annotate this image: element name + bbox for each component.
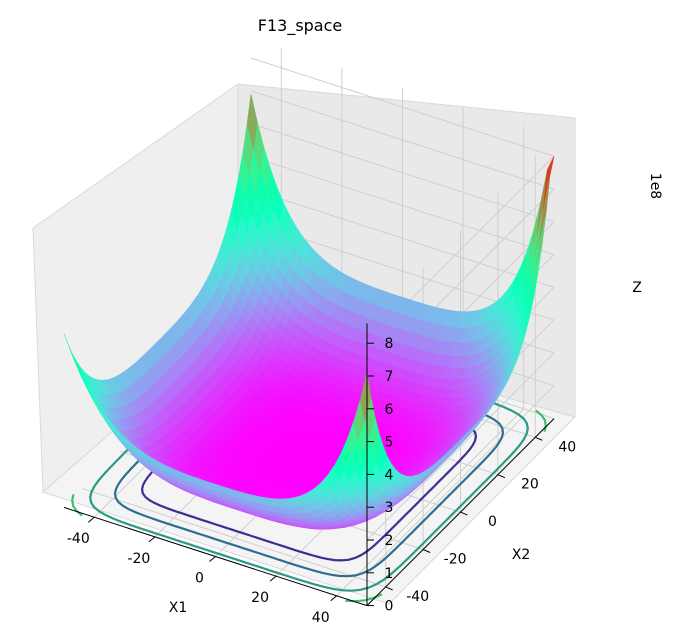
x2-tick [535, 436, 543, 441]
grid-line-floor [82, 488, 386, 588]
z-axis-label: Z [632, 280, 642, 296]
x-tick [87, 516, 95, 523]
x2-tick-label: 20 [521, 477, 539, 493]
z-tick-label: 0 [385, 599, 394, 615]
grid-line-z [250, 57, 555, 157]
grid-line-z [250, 155, 555, 256]
x2-tick [497, 474, 506, 479]
x2-tick [422, 549, 431, 553]
surface-patch [360, 372, 372, 421]
z-tick-label: 6 [385, 402, 394, 418]
axes: -40 -20 0 20 40 -40 -20 0 20 40 0 1 2 3 4 5 6 7 8 [63, 323, 576, 626]
x-tick-label: -20 [127, 551, 150, 567]
x-tick-label: 40 [312, 610, 330, 626]
x2-tick [385, 586, 393, 591]
x2-tick [460, 511, 468, 516]
z-tick-label: 8 [385, 336, 394, 352]
z-tick-label: 3 [385, 500, 394, 516]
chart-title: F13_space [258, 16, 343, 36]
z-tick-label: 4 [385, 467, 394, 483]
x-tick-label: 0 [195, 571, 204, 587]
grid-line-z [250, 123, 555, 223]
z-axis-multiplier: 1e8 [647, 173, 663, 199]
y-axis-line [366, 418, 555, 606]
x-tick [269, 575, 277, 582]
x-tick-label: -40 [67, 531, 90, 547]
x-axis-label: X1 [169, 600, 188, 616]
x-tick [148, 536, 156, 543]
surface-mesh [63, 94, 555, 530]
z-tick-label: 7 [385, 369, 394, 385]
x2-tick-label: 40 [558, 439, 576, 455]
x2-tick-label: 0 [488, 514, 497, 530]
x2-tick-label: -40 [406, 589, 429, 605]
grid-line-z [366, 352, 555, 541]
y-axis-label: X2 [512, 547, 531, 563]
x2-tick-label: -20 [444, 552, 467, 568]
grid-line-z [250, 90, 555, 190]
x-tick [330, 595, 338, 602]
x-tick [209, 556, 216, 562]
z-tick-label: 2 [385, 533, 394, 549]
x-tick-label: 20 [251, 590, 269, 606]
z-tick-label: 5 [385, 435, 394, 451]
z-tick-label: 1 [385, 566, 394, 582]
grid-line-z [250, 188, 555, 288]
